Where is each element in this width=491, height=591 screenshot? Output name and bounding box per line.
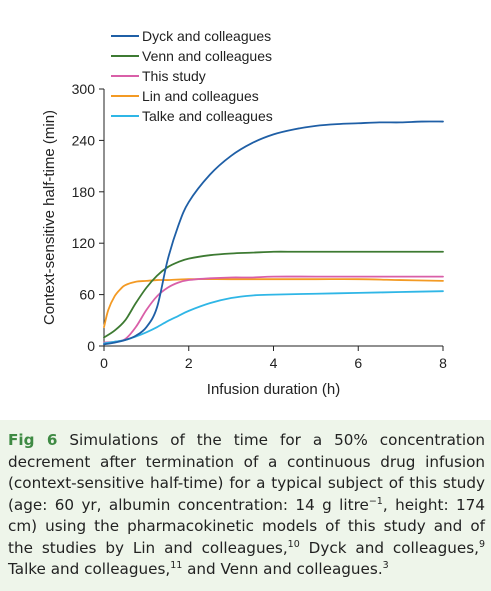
y-tick-label: 0 <box>87 338 95 354</box>
legend: Dyck and colleagues Venn and colleagues Th… <box>111 28 273 124</box>
x-tick-label: 4 <box>270 355 278 371</box>
y-tick-label: 120 <box>72 235 96 251</box>
y-tick-label: 300 <box>72 81 96 97</box>
series-line-this-study <box>103 275 444 344</box>
series-line-venn-and-colleagues <box>103 250 444 339</box>
legend-label: Talke and colleagues <box>142 108 273 124</box>
legend-label: This study <box>142 68 206 84</box>
figure-label: Fig 6 <box>8 431 58 449</box>
figure-caption: Fig 6 Simulations of the time for a 50% … <box>0 420 491 591</box>
y-tick-label: 240 <box>72 132 96 148</box>
x-tick-label: 8 <box>439 355 447 371</box>
series-lines <box>103 120 444 346</box>
x-tick-label: 6 <box>354 355 362 371</box>
line-chart: 0 60 120 180 240 300 0 2 4 6 8 Infusion duration (h… <box>41 28 447 398</box>
caption-sup-2: 10 <box>287 538 300 550</box>
y-axis-label: Context-sensitive half-time (min) <box>41 110 58 325</box>
caption-sup-1: −1 <box>368 495 383 507</box>
series-line-lin-and-colleagues <box>103 278 444 329</box>
series-line-dyck-and-colleagues <box>103 120 444 346</box>
caption-text-2: , height: 174 cm) using the pharmacokine… <box>8 495 485 557</box>
y-tick-label: 180 <box>72 184 96 200</box>
axes: 0 60 120 180 240 300 0 2 4 6 8 Infusion duration (h… <box>41 81 447 398</box>
y-tick-label: 60 <box>79 287 95 303</box>
x-tick-label: 0 <box>100 355 108 371</box>
legend-label: Lin and colleagues <box>142 88 259 104</box>
caption-sup-5: 3 <box>382 559 389 571</box>
caption-sup-4: 11 <box>170 559 183 571</box>
x-axis-label: Infusion duration (h) <box>207 381 340 398</box>
x-tick-label: 2 <box>185 355 193 371</box>
caption-sup-3: 9 <box>478 538 485 550</box>
legend-label: Dyck and colleagues <box>142 28 271 44</box>
chart-area: 0 60 120 180 240 300 0 2 4 6 8 Infusion duration (h… <box>41 28 447 398</box>
legend-label: Venn and colleagues <box>142 48 272 64</box>
caption-text-5: and Venn and colleagues. <box>182 560 383 578</box>
caption-text-1: Simulations of the time for a 50% concen… <box>8 431 485 514</box>
caption-text-4: Talke and colleagues, <box>8 560 171 578</box>
caption-text-3: Dyck and colleagues, <box>299 538 479 557</box>
